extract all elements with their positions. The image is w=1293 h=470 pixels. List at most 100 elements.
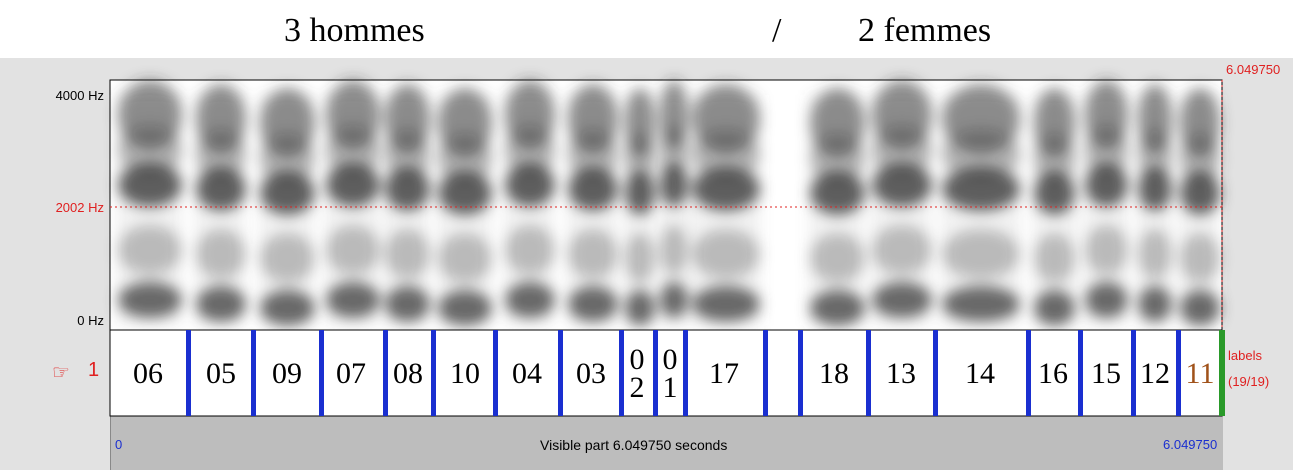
header-slash: / — [772, 12, 782, 49]
striation — [178, 95, 180, 325]
striation — [376, 95, 378, 325]
interval-label[interactable]: 06 — [133, 357, 163, 390]
striation — [366, 95, 368, 325]
striation — [415, 95, 417, 325]
striation — [962, 95, 964, 325]
interval-label[interactable]: 14 — [965, 357, 995, 390]
striation — [992, 95, 994, 325]
footer-end: 6.049750 — [1163, 437, 1218, 452]
striation — [588, 95, 590, 325]
striation — [226, 95, 228, 325]
striation — [458, 95, 460, 325]
interval-label[interactable]: 0 1 — [662, 343, 678, 404]
interval-label[interactable]: 09 — [272, 357, 302, 390]
boundary — [186, 330, 191, 416]
striation — [967, 95, 969, 325]
boundary — [1176, 330, 1181, 416]
striation — [850, 95, 852, 325]
footer-caption: Visible part 6.049750 seconds — [540, 437, 728, 453]
striation — [1007, 95, 1009, 325]
striation — [892, 95, 894, 325]
striation — [290, 95, 292, 325]
striation — [1064, 95, 1066, 325]
freq-top: 4000 Hz — [55, 88, 104, 103]
striation — [987, 95, 989, 325]
striation — [420, 95, 422, 325]
striation — [211, 95, 213, 325]
formant — [660, 125, 688, 175]
striation — [515, 95, 517, 325]
striation — [573, 95, 575, 325]
interval-label[interactable]: 10 — [450, 357, 480, 390]
interval-label[interactable]: 12 — [1140, 357, 1170, 390]
striation — [438, 95, 440, 325]
tier-count: (19/19) — [1228, 374, 1270, 389]
striation — [1195, 95, 1197, 325]
interval-label[interactable]: 04 — [512, 357, 542, 390]
striation — [540, 95, 542, 325]
striation — [133, 95, 135, 325]
tier-frame[interactable] — [109, 329, 1223, 417]
boundary — [1026, 330, 1031, 416]
striation — [982, 95, 984, 325]
footer-bar[interactable] — [110, 416, 1223, 470]
striation — [1034, 95, 1036, 325]
boundary — [251, 330, 256, 416]
striation — [265, 95, 267, 325]
striation — [231, 95, 233, 325]
striation — [448, 95, 450, 325]
interval-label[interactable]: 18 — [819, 357, 849, 390]
striation — [732, 95, 734, 325]
formant — [660, 225, 688, 275]
striation — [707, 95, 709, 325]
striation — [505, 95, 507, 325]
boundary — [866, 330, 871, 416]
striation — [697, 95, 699, 325]
interval-label[interactable]: 16 — [1038, 357, 1068, 390]
striation — [148, 95, 150, 325]
striation — [660, 95, 662, 325]
striation — [163, 95, 165, 325]
striation — [241, 95, 243, 325]
striation — [443, 95, 445, 325]
interval-label[interactable]: 05 — [206, 357, 236, 390]
striation — [525, 95, 527, 325]
boundary — [319, 330, 324, 416]
striation — [737, 95, 739, 325]
striation — [118, 95, 120, 325]
interval-label[interactable]: 03 — [576, 357, 606, 390]
striation — [1143, 95, 1145, 325]
striation — [453, 95, 455, 325]
striation — [1039, 95, 1041, 325]
interval-label[interactable]: 08 — [393, 357, 423, 390]
striation — [1205, 95, 1207, 325]
tier-name: labels — [1228, 348, 1262, 363]
striation — [478, 95, 480, 325]
striation — [158, 95, 160, 325]
striation — [598, 95, 600, 325]
striation — [300, 95, 302, 325]
interval-label[interactable]: 15 — [1091, 357, 1121, 390]
striation — [917, 95, 919, 325]
striation — [1200, 95, 1202, 325]
striation — [473, 95, 475, 325]
interval-label[interactable]: 0 2 — [629, 343, 645, 404]
boundaries — [186, 330, 1225, 416]
striation — [346, 95, 348, 325]
interval-label[interactable]: 17 — [709, 357, 739, 390]
interval-label[interactable]: 07 — [336, 357, 366, 390]
striation — [361, 95, 363, 325]
striation — [1210, 95, 1212, 325]
striation — [1168, 95, 1170, 325]
striation — [640, 95, 642, 325]
striation — [153, 95, 155, 325]
striation — [1190, 95, 1192, 325]
striation — [613, 95, 615, 325]
striation — [1153, 95, 1155, 325]
striation — [310, 95, 312, 325]
interval-label[interactable]: 11 — [1185, 357, 1215, 390]
interval-label[interactable]: 13 — [886, 357, 916, 390]
striation — [815, 95, 817, 325]
